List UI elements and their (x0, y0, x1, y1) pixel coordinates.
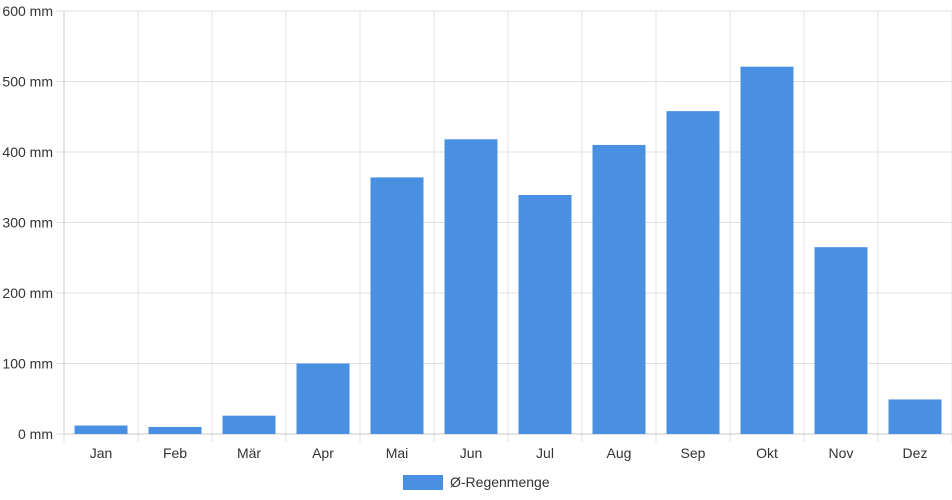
legend-swatch[interactable] (403, 475, 443, 490)
grid-lines (56, 10, 952, 442)
legend-label[interactable]: Ø-Regenmenge (450, 474, 550, 490)
bar-jun[interactable] (444, 139, 498, 434)
y-tick-label: 500 mm (2, 74, 53, 90)
y-tick-label: 400 mm (2, 144, 53, 160)
x-tick-label: Jun (460, 445, 483, 461)
bar-feb[interactable] (148, 426, 202, 434)
x-tick-label: Apr (312, 445, 334, 461)
x-tick-label: Nov (829, 445, 854, 461)
x-axis: Jan Feb Mär Apr Mai Jun Jul Aug Sep Okt Nov Dez (64, 433, 952, 461)
x-tick-label: Jan (90, 445, 113, 461)
bar-jul[interactable] (518, 195, 572, 434)
legend[interactable]: Ø-Regenmenge (403, 474, 550, 490)
x-tick-label: Jul (536, 445, 554, 461)
x-tick-label: Sep (681, 445, 706, 461)
bar-sep[interactable] (666, 111, 720, 435)
bar-okt[interactable] (740, 66, 794, 434)
bar-nov[interactable] (814, 247, 868, 434)
x-tick-label: Mär (237, 445, 261, 461)
x-tick-label: Mai (386, 445, 409, 461)
y-axis: 0 mm 100 mm 200 mm 300 mm 400 mm 500 mm 600 mm (2, 3, 65, 442)
bar-aug[interactable] (592, 144, 646, 434)
y-tick-label: 300 mm (2, 215, 53, 231)
bar-mai[interactable] (370, 177, 424, 434)
bar-jan[interactable] (74, 425, 128, 434)
x-tick-label: Feb (163, 445, 187, 461)
y-tick-label: 200 mm (2, 285, 53, 301)
x-tick-label: Dez (903, 445, 928, 461)
x-tick-label: Aug (607, 445, 632, 461)
y-tick-label: 0 mm (18, 426, 53, 442)
bar-apr[interactable] (296, 363, 350, 435)
bar-mär[interactable] (222, 415, 276, 434)
bar-series (74, 66, 942, 435)
x-tick-label: Okt (756, 445, 778, 461)
y-tick-label: 100 mm (2, 356, 53, 372)
bar-dez[interactable] (888, 399, 942, 434)
y-tick-label: 600 mm (2, 3, 53, 19)
